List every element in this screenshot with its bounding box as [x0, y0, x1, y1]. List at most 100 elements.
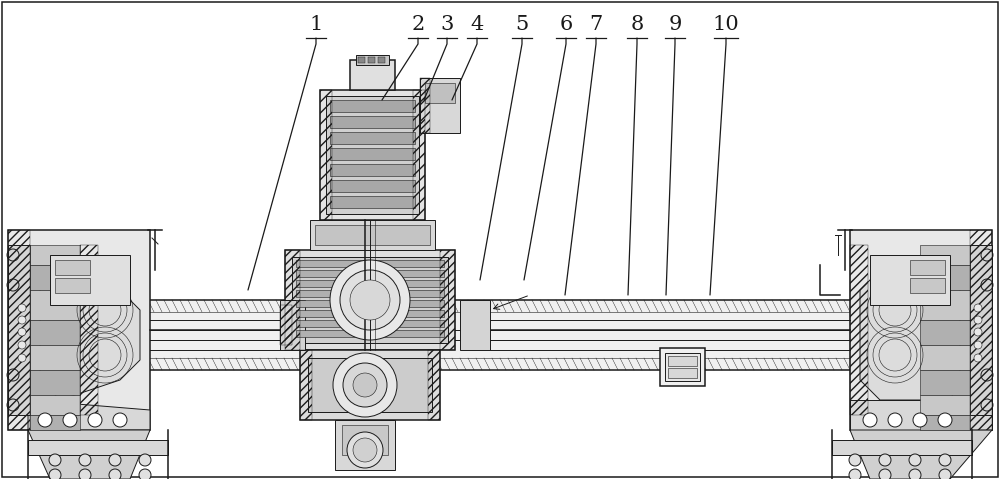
Bar [668, 356, 697, 366]
Circle shape [879, 454, 891, 466]
Bar [280, 305, 292, 345]
Bar [870, 255, 950, 305]
Bar [920, 320, 970, 345]
Circle shape [79, 469, 91, 479]
Circle shape [350, 280, 390, 320]
Circle shape [88, 413, 102, 427]
Circle shape [109, 469, 121, 479]
Bar [320, 90, 332, 220]
Circle shape [863, 413, 877, 427]
Bar [460, 300, 490, 350]
Bar [356, 55, 389, 65]
Bar [330, 132, 415, 144]
Circle shape [109, 454, 121, 466]
Circle shape [974, 316, 982, 324]
Bar [8, 230, 30, 430]
Text: 1: 1 [309, 14, 323, 34]
Bar [970, 245, 992, 415]
Circle shape [18, 354, 26, 362]
Bar [920, 290, 970, 320]
Bar [296, 280, 444, 287]
Circle shape [113, 413, 127, 427]
Bar [280, 300, 305, 350]
Polygon shape [28, 400, 150, 430]
Bar [30, 245, 80, 265]
Bar [330, 196, 415, 208]
Bar [920, 345, 970, 370]
Circle shape [939, 454, 951, 466]
Circle shape [909, 454, 921, 466]
Bar [30, 415, 80, 430]
Bar [310, 220, 435, 250]
Polygon shape [850, 430, 992, 479]
Circle shape [18, 328, 26, 336]
Bar [850, 400, 992, 430]
Circle shape [974, 341, 982, 349]
Circle shape [18, 304, 26, 312]
Text: 8: 8 [630, 14, 644, 34]
Bar [8, 230, 150, 430]
Bar [342, 425, 388, 455]
Text: 6: 6 [559, 14, 573, 34]
Bar [350, 60, 395, 90]
Circle shape [330, 260, 410, 340]
Circle shape [63, 413, 77, 427]
Circle shape [347, 432, 383, 468]
Circle shape [18, 316, 26, 324]
Bar [30, 370, 80, 395]
Bar [326, 96, 419, 214]
Bar [330, 100, 415, 112]
Text: 5: 5 [515, 14, 529, 34]
Circle shape [353, 438, 377, 462]
Circle shape [888, 413, 902, 427]
Circle shape [79, 454, 91, 466]
Text: 4: 4 [470, 14, 484, 34]
Circle shape [49, 469, 61, 479]
Bar [296, 330, 444, 337]
Bar [850, 245, 868, 415]
Circle shape [139, 469, 151, 479]
Bar [335, 420, 395, 470]
Bar [330, 180, 415, 192]
Circle shape [909, 469, 921, 479]
Polygon shape [40, 270, 140, 400]
Bar [832, 440, 972, 455]
Text: 2: 2 [411, 14, 425, 34]
Text: 3: 3 [440, 14, 454, 34]
Text: 7: 7 [589, 14, 603, 34]
Bar [920, 265, 970, 290]
Bar [55, 260, 90, 275]
Circle shape [938, 413, 952, 427]
Bar [292, 257, 448, 343]
Bar [80, 245, 98, 415]
Bar [440, 250, 455, 350]
Circle shape [913, 413, 927, 427]
Bar [296, 270, 444, 277]
Bar [8, 245, 30, 415]
Circle shape [974, 304, 982, 312]
Bar [660, 348, 705, 386]
Bar [296, 300, 444, 307]
Polygon shape [860, 270, 960, 400]
Circle shape [353, 373, 377, 397]
Bar [665, 353, 700, 381]
Bar [296, 290, 444, 297]
Bar [285, 250, 455, 350]
Bar [315, 225, 430, 245]
Bar [920, 245, 970, 265]
Bar [285, 250, 300, 350]
Bar [668, 368, 697, 378]
Bar [30, 290, 80, 320]
Circle shape [974, 354, 982, 362]
Bar [330, 164, 415, 176]
Polygon shape [28, 430, 150, 479]
Bar [28, 440, 168, 455]
Circle shape [139, 454, 151, 466]
Circle shape [38, 413, 52, 427]
Text: 10: 10 [713, 14, 739, 34]
Bar [300, 350, 312, 420]
Bar [425, 83, 455, 103]
Bar [296, 310, 444, 317]
Bar [30, 320, 80, 345]
Bar [30, 265, 80, 290]
